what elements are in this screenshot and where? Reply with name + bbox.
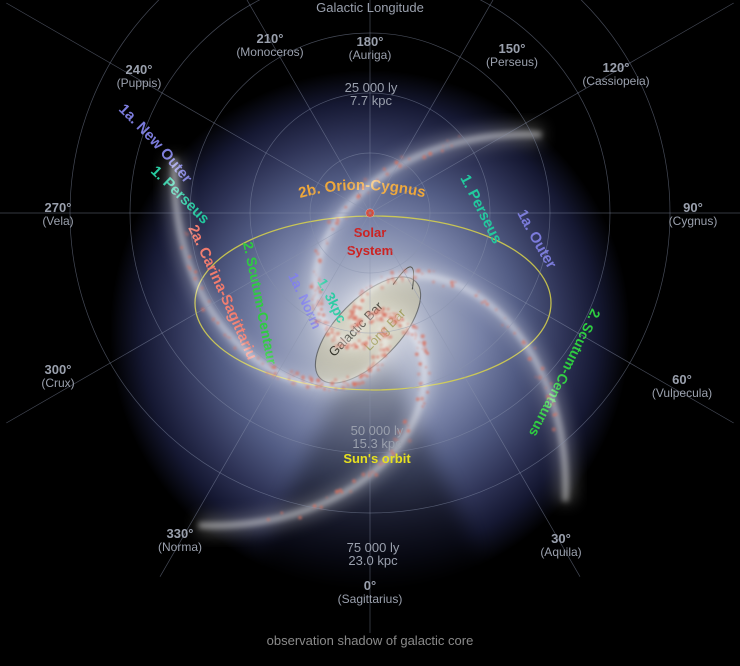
svg-text:7.7 kpc: 7.7 kpc <box>350 93 392 108</box>
svg-text:30°: 30° <box>551 531 571 546</box>
svg-text:90°: 90° <box>683 200 703 215</box>
svg-text:270°: 270° <box>45 200 72 215</box>
svg-text:(Cassiopeia): (Cassiopeia) <box>582 74 649 88</box>
svg-text:(Auriga): (Auriga) <box>349 48 392 62</box>
svg-text:(Crux): (Crux) <box>41 376 74 390</box>
svg-text:240°: 240° <box>126 62 153 77</box>
svg-text:300°: 300° <box>45 362 72 377</box>
svg-text:15.3 kpc: 15.3 kpc <box>352 436 402 451</box>
svg-text:observation shadow of galactic: observation shadow of galactic core <box>267 633 474 648</box>
svg-text:(Vulpecula): (Vulpecula) <box>652 386 712 400</box>
svg-text:(Puppis): (Puppis) <box>117 76 162 90</box>
svg-text:180°: 180° <box>357 34 384 49</box>
svg-text:(Monoceros): (Monoceros) <box>236 45 303 59</box>
svg-text:150°: 150° <box>499 41 526 56</box>
svg-text:120°: 120° <box>603 60 630 75</box>
svg-text:Galactic Longitude: Galactic Longitude <box>316 0 424 15</box>
svg-text:(Cygnus): (Cygnus) <box>669 214 718 228</box>
svg-text:0°: 0° <box>364 578 376 593</box>
svg-text:330°: 330° <box>167 526 194 541</box>
svg-text:Sun's orbit: Sun's orbit <box>343 451 411 466</box>
svg-text:23.0 kpc: 23.0 kpc <box>348 553 398 568</box>
svg-text:(Aquila): (Aquila) <box>540 545 581 559</box>
svg-text:(Perseus): (Perseus) <box>486 55 538 69</box>
svg-text:(Vela): (Vela) <box>42 214 73 228</box>
svg-text:(Norma): (Norma) <box>158 540 202 554</box>
svg-text:60°: 60° <box>672 372 692 387</box>
svg-text:210°: 210° <box>257 31 284 46</box>
svg-text:(Sagittarius): (Sagittarius) <box>338 592 403 606</box>
